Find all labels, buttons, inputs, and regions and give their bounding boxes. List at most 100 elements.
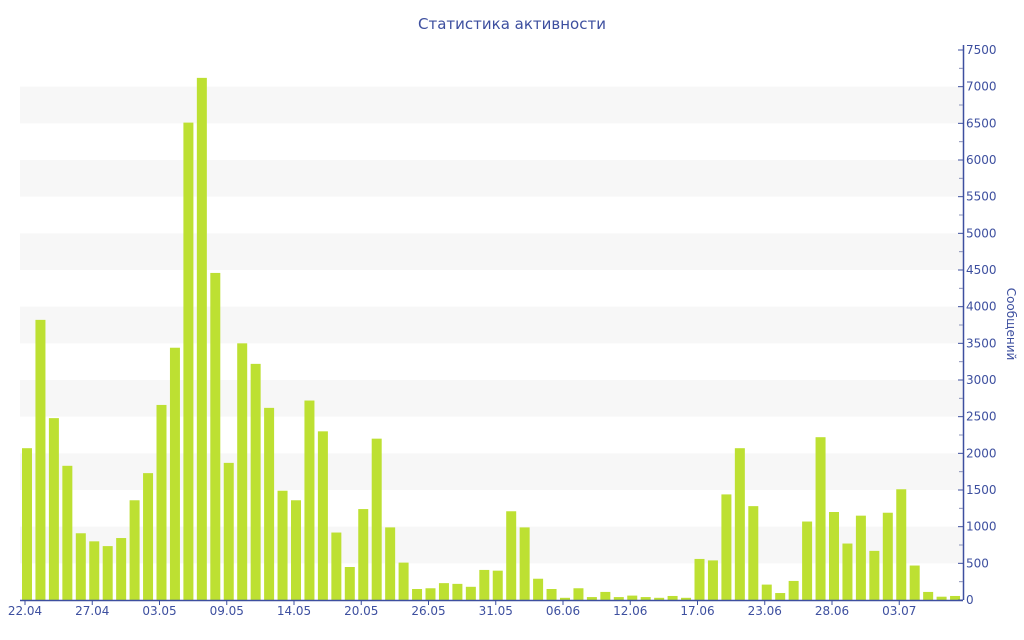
bar (896, 489, 907, 600)
bar (869, 550, 880, 600)
bar (358, 509, 369, 600)
bar (371, 438, 382, 600)
x-tick-label: 03.07 (882, 604, 916, 618)
y-axis-label: Сообщений (1004, 287, 1018, 361)
y-tick-label: 2000 (966, 446, 997, 460)
bar (694, 558, 705, 600)
bar (237, 343, 248, 600)
bar (855, 515, 866, 600)
bar (882, 512, 893, 600)
bar (654, 597, 665, 600)
bar (734, 448, 745, 600)
bar (412, 589, 423, 600)
y-tick-label: 7500 (966, 43, 997, 57)
x-tick-label: 27.04 (75, 604, 109, 618)
y-tick-label: 0 (966, 593, 974, 607)
x-tick-label: 03.05 (142, 604, 176, 618)
bar (667, 595, 678, 600)
bar (291, 500, 301, 600)
bar (264, 407, 275, 600)
y-tick-label: 5500 (966, 190, 997, 204)
bar (75, 533, 86, 600)
x-tick-label: 06.06 (546, 604, 580, 618)
bar (775, 593, 786, 600)
bar (35, 319, 46, 600)
y-tick-label: 6000 (966, 153, 997, 167)
grid-band (20, 86, 963, 124)
bar (62, 465, 73, 600)
chart-title: Статистика активности (418, 15, 606, 33)
bar (506, 511, 517, 600)
bar (116, 538, 127, 600)
y-tick-label: 2500 (966, 410, 997, 424)
y-tick-label: 6500 (966, 116, 997, 130)
bar (304, 400, 315, 600)
bar (533, 578, 544, 600)
x-tick-label: 09.05 (210, 604, 244, 618)
bar (829, 512, 839, 600)
y-tick-label: 7000 (966, 80, 997, 94)
bar (721, 494, 732, 600)
y-tick-label: 1000 (966, 520, 997, 534)
bar (815, 437, 826, 600)
bar (143, 473, 154, 600)
bar (331, 532, 342, 600)
bar (923, 591, 934, 600)
bar (707, 560, 718, 600)
x-tick-label: 22.04 (8, 604, 42, 618)
bar (788, 580, 799, 600)
bar (183, 122, 194, 600)
bar (317, 431, 328, 600)
grid-band (20, 160, 963, 197)
grid-band (20, 306, 963, 344)
y-tick-label: 3500 (966, 336, 997, 350)
x-tick-label: 14.05 (277, 604, 311, 618)
bar (344, 567, 355, 600)
bar (546, 589, 557, 600)
bar (398, 562, 409, 600)
y-tick-label: 4000 (966, 300, 997, 314)
bar (156, 404, 167, 600)
y-tick-label: 3000 (966, 373, 997, 387)
bar (102, 546, 113, 600)
y-tick-label: 4500 (966, 263, 997, 277)
bar (425, 588, 436, 600)
bar (89, 541, 100, 600)
bar (573, 588, 584, 600)
x-tick-label: 20.05 (344, 604, 378, 618)
bar (519, 527, 530, 600)
bar (909, 565, 920, 600)
grid-band (20, 233, 963, 270)
bar (950, 595, 961, 600)
bar (492, 570, 503, 600)
bar (842, 543, 853, 600)
x-tick-label: 28.06 (815, 604, 849, 618)
bar (600, 591, 611, 600)
bar (250, 363, 261, 600)
x-tick-label: 31.05 (479, 604, 513, 618)
bar (640, 597, 651, 600)
bar (802, 521, 813, 600)
bar (613, 597, 624, 600)
bar (627, 595, 638, 600)
bar (129, 500, 140, 600)
bar (438, 583, 449, 600)
y-tick-label: 5000 (966, 226, 997, 240)
bar (210, 272, 221, 600)
x-tick-label: 23.06 (748, 604, 782, 618)
bar (560, 597, 570, 600)
bar (761, 584, 772, 600)
bar (681, 597, 692, 600)
bar (48, 418, 59, 600)
y-tick-label: 1500 (966, 483, 997, 497)
bar (22, 448, 32, 600)
x-tick-label: 17.06 (680, 604, 714, 618)
bar (465, 586, 476, 600)
bar (452, 583, 463, 600)
bar (196, 77, 207, 600)
bar (385, 527, 396, 600)
x-tick-label: 26.05 (411, 604, 445, 618)
bar (169, 347, 180, 600)
bar (479, 569, 490, 600)
